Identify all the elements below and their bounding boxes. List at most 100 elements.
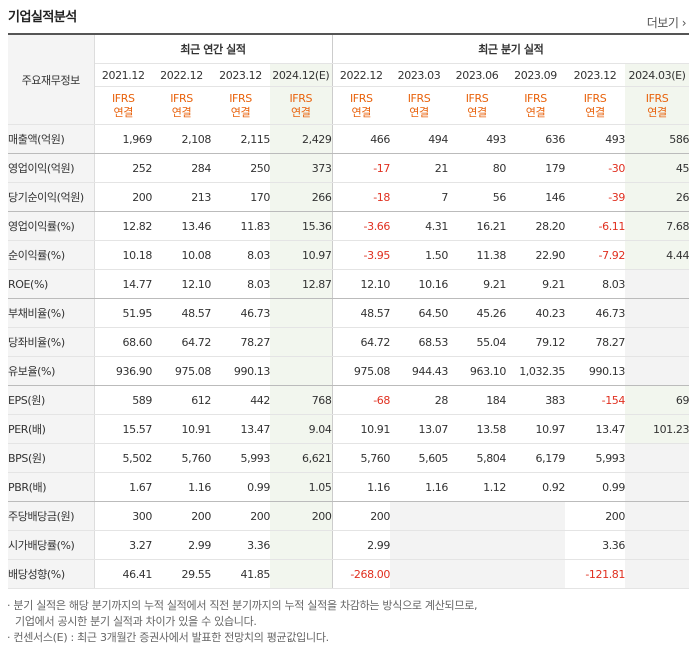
table-cell: 466 [331,124,390,154]
period-header: 2024.03(E) [625,63,690,87]
row-label-header: 주요재무정보 [8,33,95,125]
standard-ifrs: IFRS [289,91,313,105]
standard-header: IFRS 연결 [331,86,390,125]
standard-consolidated: 연결 [230,105,251,119]
table-cell: 1.67 [94,472,152,502]
table-cell: 6,179 [506,443,565,473]
table-cell: -154 [565,385,625,415]
standard-consolidated: 연결 [291,105,311,119]
table-row: 영업이익(억원) 252 284 250 373 -17 21 80 179 -30 45 [8,153,690,183]
row-label: 순이익률(%) [8,240,95,270]
table-cell: 48.57 [152,298,211,328]
table-cell: 5,993 [211,443,270,473]
table-cell: 12.10 [152,269,211,299]
table-cell [625,327,690,357]
table-cell: 0.99 [565,472,625,502]
table-cell: 10.91 [152,414,211,444]
table-cell: 2,108 [152,124,211,154]
period-header: 2023.06 [448,63,506,87]
table-cell: -30 [565,153,625,183]
table-row: 영업이익률(%) 12.82 13.46 11.83 15.36 -3.66 4.31 16.… [8,211,690,241]
row-label: PBR(배) [8,472,95,502]
table-cell: 1.16 [152,472,211,502]
table-cell: 1,969 [94,124,152,154]
more-link-label: 더보기 [646,16,679,30]
table-cell: 7.68 [625,211,690,241]
table-cell: 51.95 [94,298,152,328]
table-cell: 936.90 [94,356,152,386]
period-header: 2022.12 [331,63,390,87]
table-cell: -6.11 [565,211,625,241]
table-cell: 7 [390,182,448,212]
table-cell: 4.31 [390,211,448,241]
standard-consolidated: 연결 [113,105,134,119]
row-label: 매출액(억원) [8,124,95,154]
table-row: 시가배당률(%) 3.27 2.99 3.36 2.99 3.36 [8,530,690,560]
table-cell: 146 [506,182,565,212]
table-cell: 80 [448,153,506,183]
row-label: 배당성향(%) [8,559,95,589]
table-cell: 200 [270,501,332,531]
table-cell: 28.20 [506,211,565,241]
table-cell: 636 [506,124,565,154]
table-row: 매출액(억원) 1,969 2,108 2,115 2,429 466 494 493 636 4… [8,124,690,154]
table-row: 배당성향(%) 46.41 29.55 41.85 -268.00 -121.81 [8,559,690,589]
table-cell: 442 [211,385,270,415]
table-cell: 963.10 [448,356,506,386]
table-cell: 252 [94,153,152,183]
table-cell: 944.43 [390,356,448,386]
table-cell: 13.46 [152,211,211,241]
table-cell: 3.27 [94,530,152,560]
table-row: EPS(원) 589 612 442 768 -68 28 184 383 -154 69 [8,385,690,415]
table-cell: 200 [211,501,270,531]
row-label: 유보율(%) [8,356,95,386]
table-cell: 1,032.35 [506,356,565,386]
standard-header: IFRS 연결 [211,86,270,125]
standard-header: IFRS 연결 [565,86,625,125]
period-header: 2021.12 [94,63,152,87]
table-cell [506,501,565,531]
table-cell: -18 [331,182,390,212]
table-cell [625,530,690,560]
table-cell: 9.04 [270,414,332,444]
standard-header: IFRS 연결 [94,86,152,125]
table-cell [506,530,565,560]
table-cell: 250 [211,153,270,183]
table-cell: 2,429 [270,124,332,154]
period-header: 2022.12 [152,63,211,87]
row-label: EPS(원) [8,385,95,415]
table-cell [625,356,690,386]
table-cell: 3.36 [211,530,270,560]
table-cell [270,530,332,560]
table-cell: 2.99 [331,530,390,560]
table-cell: 69 [625,385,690,415]
table-row: 주당배당금(원) 300 200 200 200 200 200 [8,501,690,531]
table-cell: 13.47 [565,414,625,444]
period-header: 2023.03 [390,63,448,87]
table-cell: 79.12 [506,327,565,357]
row-label: 영업이익률(%) [8,211,95,241]
standard-consolidated: 연결 [171,105,192,119]
table-cell: 64.72 [152,327,211,357]
table-cell: 975.08 [152,356,211,386]
table-cell: -7.92 [565,240,625,270]
table-cell: 12.10 [331,269,390,299]
financial-table: 주요재무정보 최근 연간 실적 최근 분기 실적 2021.12 2022.12 2… [8,33,690,589]
table-cell: 1.16 [331,472,390,502]
table-cell: 28 [390,385,448,415]
table-cell: 68.60 [94,327,152,357]
table-cell: 78.27 [211,327,270,357]
table-cell: 11.83 [211,211,270,241]
table-cell: 10.97 [506,414,565,444]
more-link[interactable]: 더보기 › [646,14,687,31]
table-cell: 5,502 [94,443,152,473]
table-cell: -68 [331,385,390,415]
table-cell: 0.99 [211,472,270,502]
table-cell: 179 [506,153,565,183]
table-cell: 8.03 [211,269,270,299]
standard-consolidated: 연결 [351,105,372,119]
table-cell: 55.04 [448,327,506,357]
table-cell: 200 [94,182,152,212]
table-cell: 373 [270,153,332,183]
standard-header: IFRS 연결 [448,86,506,125]
